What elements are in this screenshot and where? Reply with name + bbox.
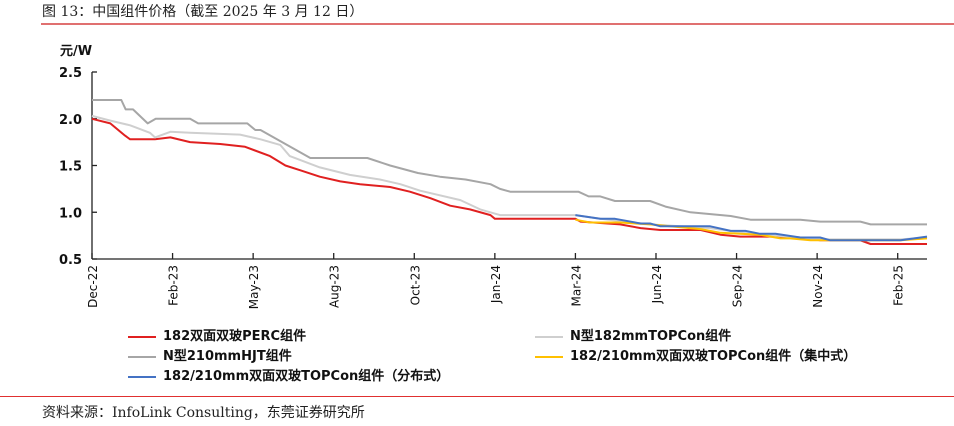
legend-swatch [128, 335, 156, 338]
y-tick-label: 0.5 [59, 253, 82, 268]
title-divider [41, 23, 954, 25]
line-chart: 元/W 0.5 1.0 1.5 2.0 2.5 Dec-22 Feb-23 May-23 Aug-… [59, 44, 928, 309]
x-tick-label: May-23 [247, 265, 261, 309]
y-tick-label: 2.5 [59, 66, 82, 81]
x-tick-label: Feb-23 [167, 265, 181, 306]
legend-swatch [128, 375, 156, 378]
x-tick-label: Jan-24 [489, 265, 503, 304]
legend-label: 182双面双玻PERC组件 [163, 329, 307, 344]
x-tick-label: Oct-23 [408, 265, 422, 305]
series-line-4 [575, 214, 928, 242]
legend-label: 182/210mm双面双玻TOPCon组件（分布式） [163, 369, 450, 384]
series-line-1 [91, 114, 928, 241]
legend-swatch [128, 355, 156, 358]
legend-item: 182/210mm双面双玻TOPCon组件（分布式） [128, 365, 449, 384]
source-note: 资料来源：InfoLink Consulting，东莞证券研究所 [42, 405, 365, 421]
legend-item: N型182mmTOPCon组件 [535, 325, 731, 344]
x-tick-label: Mar-24 [569, 265, 583, 306]
series-line-2 [92, 99, 927, 226]
figure-title: 图 13：中国组件价格（截至 2025 年 3 月 12 日） [42, 4, 364, 20]
legend-swatch [535, 355, 563, 358]
legend-label: N型210mmHJT组件 [163, 349, 292, 364]
y-axis-label: 元/W [60, 44, 92, 59]
legend-label: N型182mmTOPCon组件 [570, 329, 732, 344]
y-tick-label: 1.0 [59, 206, 82, 221]
legend-swatch [535, 335, 563, 338]
legend-item: N型210mmHJT组件 [128, 345, 292, 364]
y-tick-label: 1.5 [59, 160, 82, 175]
legend-label: 182/210mm双面双玻TOPCon组件（集中式） [570, 349, 857, 364]
legend-item: 182双面双玻PERC组件 [128, 325, 306, 344]
x-tick-label: Feb-25 [892, 265, 906, 306]
y-tick-label: 2.0 [59, 113, 82, 128]
legend-item: 182/210mm双面双玻TOPCon组件（集中式） [535, 345, 856, 364]
series-line-0 [91, 117, 927, 245]
x-tick-label: Jun-24 [650, 265, 664, 304]
source-divider [0, 396, 954, 397]
x-tick-label: Nov-24 [811, 265, 825, 308]
x-tick-label: Sep-24 [731, 265, 745, 307]
x-tick-label: Dec-22 [86, 265, 100, 308]
x-tick-label: Aug-23 [328, 265, 342, 308]
